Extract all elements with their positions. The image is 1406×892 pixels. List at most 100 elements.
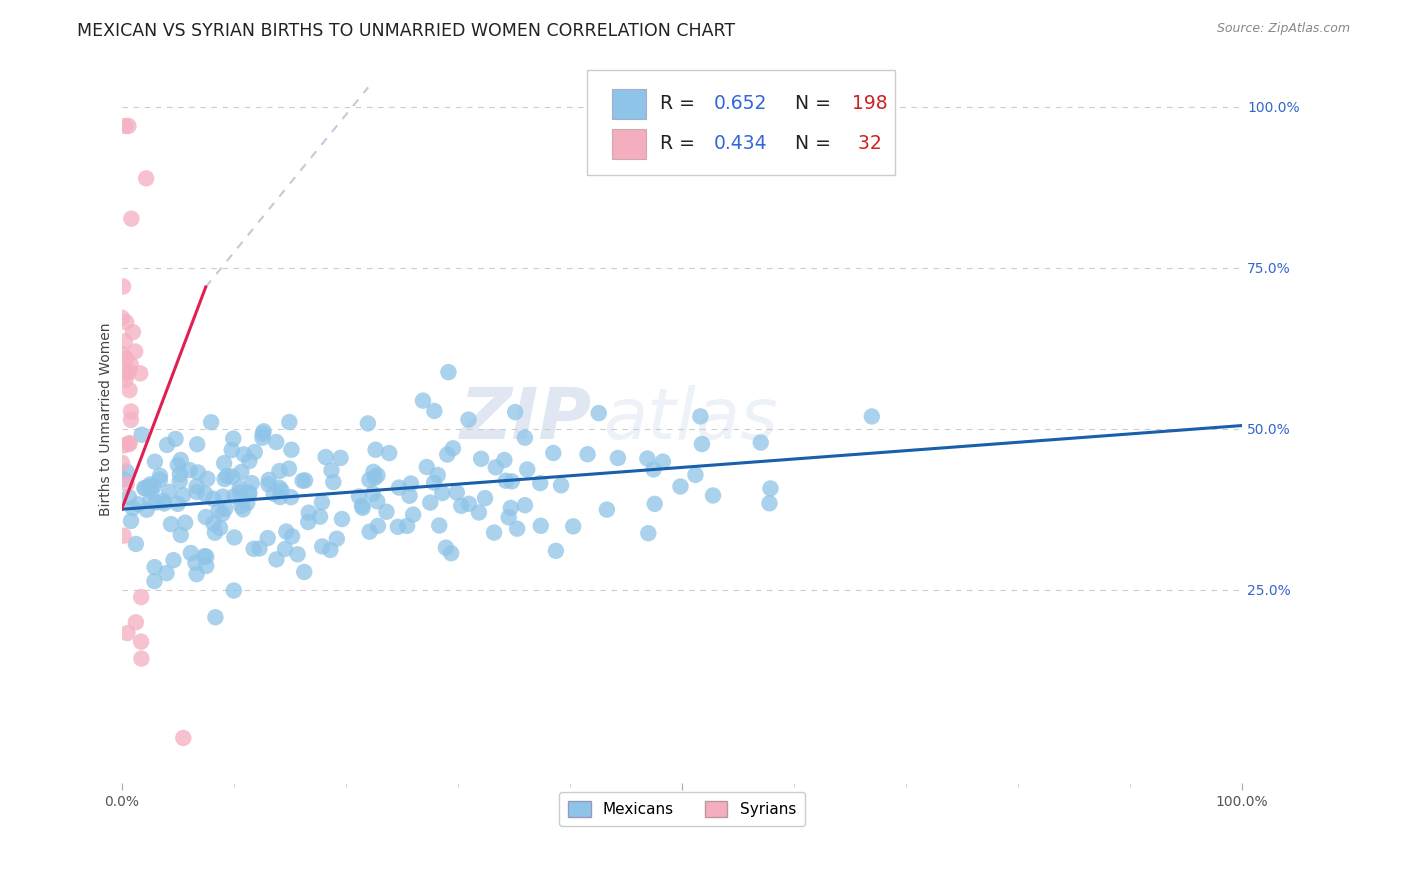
Point	[170, 528, 193, 542]
Point	[155, 566, 177, 581]
Point	[142, 479, 165, 493]
Point	[240, 476, 263, 491]
Text: 198: 198	[852, 95, 887, 113]
Point	[446, 485, 468, 500]
Point	[529, 476, 551, 491]
Point	[215, 469, 238, 483]
Point	[278, 461, 301, 475]
Point	[482, 525, 505, 540]
Point	[319, 543, 342, 558]
Point	[186, 479, 208, 493]
Point	[125, 615, 148, 630]
Text: 0.652: 0.652	[713, 95, 766, 113]
Point	[134, 481, 156, 495]
Point	[758, 496, 780, 510]
Point	[200, 415, 222, 429]
Point	[238, 485, 260, 500]
Point	[117, 626, 139, 640]
Text: 32: 32	[852, 135, 882, 153]
Point	[364, 471, 387, 485]
Point	[204, 610, 226, 624]
Point	[363, 465, 385, 479]
Point	[416, 460, 439, 475]
Point	[187, 466, 209, 480]
Point	[366, 468, 388, 483]
Point	[207, 503, 229, 517]
Point	[170, 453, 193, 467]
Point	[357, 417, 380, 431]
Point	[297, 515, 319, 529]
Point	[120, 404, 142, 418]
Point	[127, 497, 149, 511]
Point	[179, 463, 201, 477]
Point	[685, 467, 707, 482]
Point	[222, 432, 245, 446]
Point	[651, 455, 673, 469]
Text: N =: N =	[783, 95, 837, 113]
Point	[114, 372, 136, 386]
Point	[117, 119, 139, 133]
Point	[211, 507, 233, 521]
Point	[468, 506, 491, 520]
Point	[440, 546, 463, 560]
Point	[138, 480, 160, 494]
Point	[169, 467, 191, 482]
Point	[166, 497, 188, 511]
Point	[162, 553, 184, 567]
Point	[165, 432, 187, 446]
Point	[166, 458, 188, 472]
Point	[228, 481, 250, 495]
Point	[195, 472, 218, 486]
Point	[214, 501, 236, 516]
Point	[129, 590, 152, 604]
Point	[120, 413, 142, 427]
Point	[114, 367, 136, 381]
Point	[436, 448, 458, 462]
Point	[644, 497, 666, 511]
Point	[112, 529, 135, 543]
Point	[131, 427, 153, 442]
Point	[269, 481, 291, 495]
Point	[139, 493, 162, 508]
Point	[169, 475, 191, 489]
Point	[242, 541, 264, 556]
Point	[426, 467, 449, 482]
Point	[111, 347, 134, 361]
Point	[311, 540, 333, 554]
Point	[749, 435, 772, 450]
Legend: Mexicans, Syrians: Mexicans, Syrians	[558, 792, 806, 826]
Point	[366, 494, 388, 508]
Point	[530, 518, 553, 533]
Point	[494, 453, 516, 467]
Point	[352, 500, 374, 515]
Text: MEXICAN VS SYRIAN BIRTHS TO UNMARRIED WOMEN CORRELATION CHART: MEXICAN VS SYRIAN BIRTHS TO UNMARRIED WO…	[77, 22, 735, 40]
Point	[396, 519, 419, 533]
Point	[194, 510, 217, 524]
Point	[513, 498, 536, 512]
Point	[112, 472, 135, 486]
Point	[388, 481, 411, 495]
Point	[263, 486, 285, 500]
Point	[115, 476, 138, 491]
Point	[499, 500, 522, 515]
Point	[276, 524, 298, 539]
Point	[149, 473, 172, 487]
Point	[689, 409, 711, 424]
Point	[690, 437, 713, 451]
Bar	[613, 88, 645, 120]
Point	[221, 443, 243, 458]
Point	[238, 454, 260, 468]
Point	[412, 393, 434, 408]
Point	[115, 351, 138, 366]
Point	[120, 514, 142, 528]
Point	[252, 426, 274, 441]
Point	[315, 450, 337, 464]
Point	[212, 456, 235, 470]
Point	[257, 477, 280, 491]
Point	[112, 279, 135, 293]
Point	[204, 525, 226, 540]
Point	[112, 438, 135, 452]
Point	[606, 450, 628, 465]
Text: 0.434: 0.434	[713, 135, 766, 153]
Point	[322, 475, 344, 489]
